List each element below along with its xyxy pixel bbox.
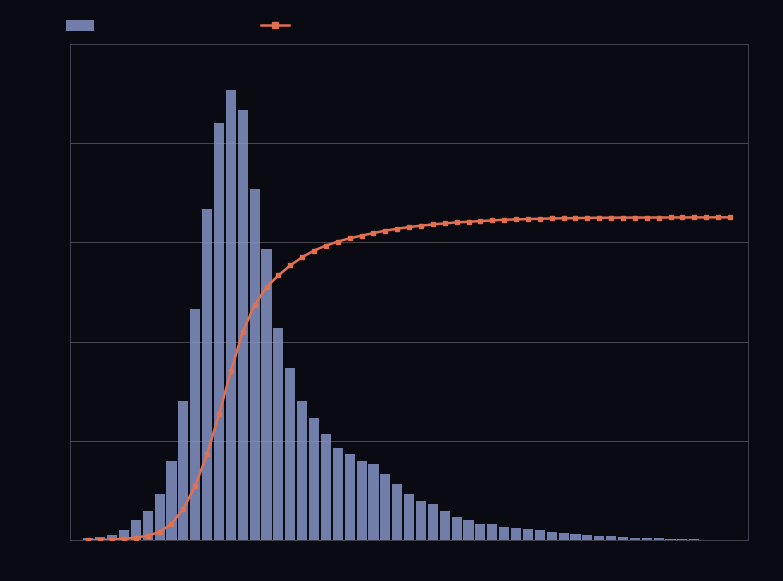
Bar	[356, 461, 366, 540]
Bar	[666, 539, 676, 540]
Bar	[464, 521, 474, 540]
Bar	[440, 511, 449, 540]
Bar	[226, 90, 236, 540]
Bar	[404, 494, 414, 540]
Legend: , : ,	[61, 15, 298, 38]
Bar	[309, 418, 319, 540]
Bar	[154, 494, 164, 540]
Bar	[179, 401, 189, 540]
Bar	[487, 524, 497, 540]
Bar	[250, 189, 260, 540]
Bar	[677, 539, 687, 540]
Bar	[654, 539, 664, 540]
Bar	[262, 249, 272, 540]
Bar	[416, 501, 426, 540]
Bar	[618, 537, 628, 540]
Bar	[131, 521, 141, 540]
Bar	[333, 447, 343, 540]
Bar	[523, 529, 533, 540]
Bar	[571, 534, 580, 540]
Bar	[285, 368, 295, 540]
Bar	[428, 504, 438, 540]
Bar	[689, 539, 699, 540]
Bar	[558, 533, 568, 540]
Bar	[547, 532, 557, 540]
Bar	[583, 535, 593, 540]
Bar	[594, 536, 604, 540]
Bar	[143, 511, 153, 540]
Bar	[535, 530, 545, 540]
Bar	[345, 454, 355, 540]
Bar	[392, 484, 402, 540]
Bar	[630, 537, 640, 540]
Bar	[511, 528, 521, 540]
Bar	[452, 517, 462, 540]
Bar	[238, 110, 247, 540]
Bar	[190, 309, 200, 540]
Bar	[369, 464, 378, 540]
Bar	[381, 474, 391, 540]
Bar	[642, 539, 651, 540]
Bar	[107, 535, 117, 540]
Bar	[214, 123, 224, 540]
Bar	[273, 328, 283, 540]
Bar	[297, 401, 307, 540]
Bar	[606, 536, 616, 540]
Bar	[202, 209, 212, 540]
Bar	[321, 435, 331, 540]
Bar	[499, 527, 509, 540]
Bar	[167, 461, 176, 540]
Bar	[95, 537, 105, 540]
Bar	[119, 530, 129, 540]
Bar	[475, 524, 485, 540]
Bar	[83, 537, 93, 540]
